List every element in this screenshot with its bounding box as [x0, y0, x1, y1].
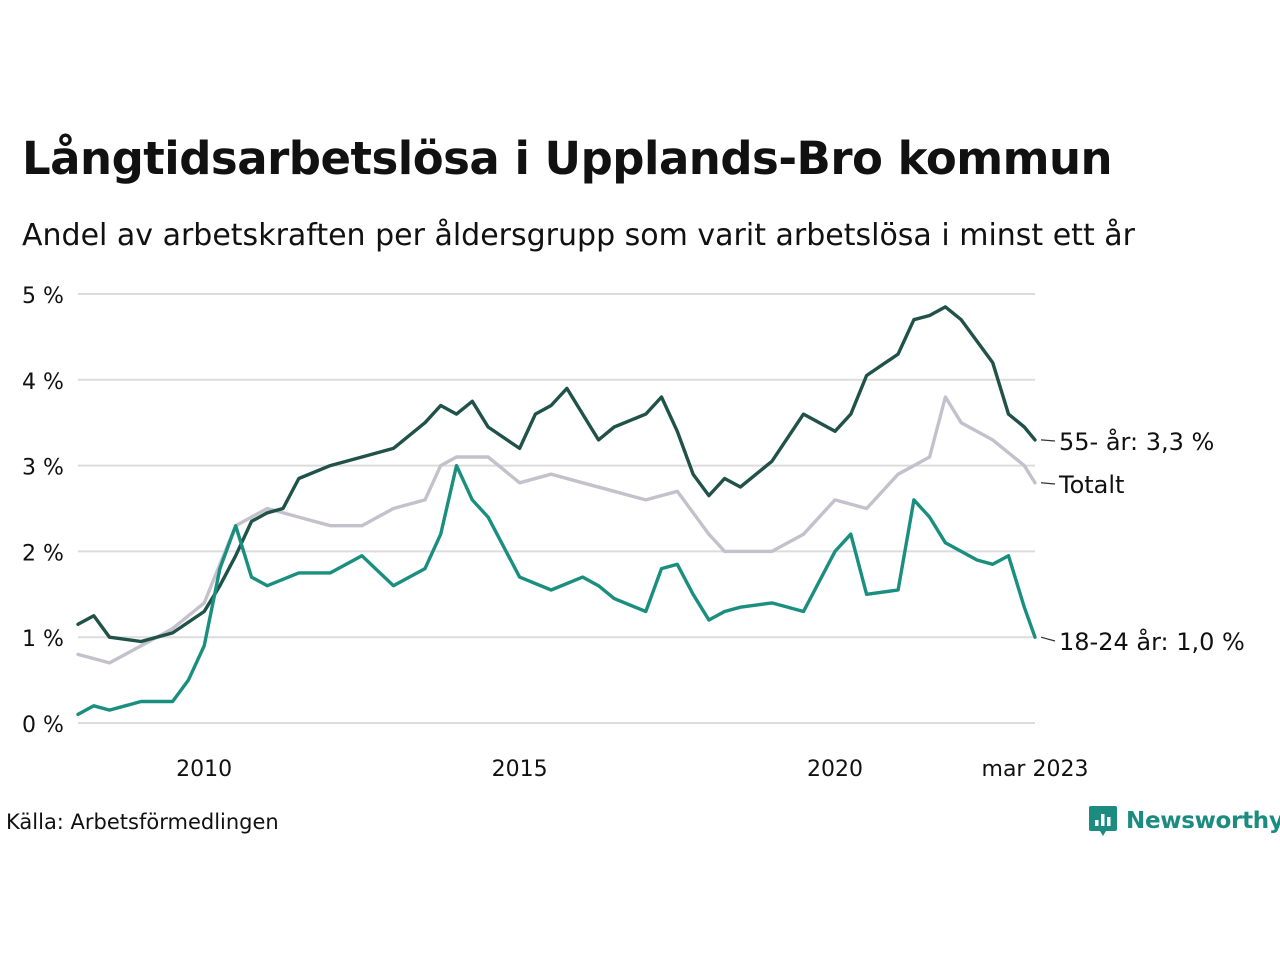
- y-tick-label: 1 %: [22, 627, 64, 652]
- y-axis: 0 % 1 % 2 % 3 % 4 % 5 %: [22, 284, 64, 738]
- x-tick-label: 2010: [176, 757, 232, 782]
- brand-name: Newsworthy: [1126, 808, 1280, 834]
- source-note: Källa: Arbetsförmedlingen: [6, 810, 279, 834]
- series-line: [76, 395, 1037, 665]
- chart-subtitle: Andel av arbetskraften per åldersgrupp s…: [22, 218, 1135, 253]
- y-tick-label: 3 %: [22, 456, 64, 481]
- y-tick-label: 4 %: [22, 370, 64, 395]
- x-axis: 2010 2015 2020 mar 2023: [176, 757, 1088, 782]
- brand-logo[interactable]: Newsworthy: [1088, 803, 1280, 839]
- series-line: [76, 305, 1037, 644]
- y-tick-label: 2 %: [22, 541, 64, 566]
- series-line: [76, 463, 1037, 717]
- grid-layer: [78, 293, 1035, 724]
- end-labels: Totalt 55- år: 3,3 % 18-24 år: 1,0 %: [1040, 427, 1245, 656]
- end-label-leader: [1040, 482, 1056, 485]
- series-layer: [76, 305, 1037, 717]
- series-end-label: Totalt: [1058, 471, 1124, 499]
- y-tick-label: 5 %: [22, 284, 64, 309]
- x-tick-label: 2015: [492, 757, 548, 782]
- y-tick-label: 0 %: [22, 713, 64, 738]
- x-tick-label: mar 2023: [982, 757, 1089, 782]
- series-end-label: 18-24 år: 1,0 %: [1059, 627, 1245, 656]
- newsworthy-logo-icon: [1089, 806, 1117, 836]
- chart-title: Långtidsarbetslösa i Upplands-Bro kommun: [22, 132, 1113, 185]
- series-end-label: 55- år: 3,3 %: [1059, 427, 1214, 456]
- x-tick-label: 2020: [807, 757, 863, 782]
- end-label-leader: [1040, 439, 1056, 442]
- end-label-leader: [1040, 636, 1056, 642]
